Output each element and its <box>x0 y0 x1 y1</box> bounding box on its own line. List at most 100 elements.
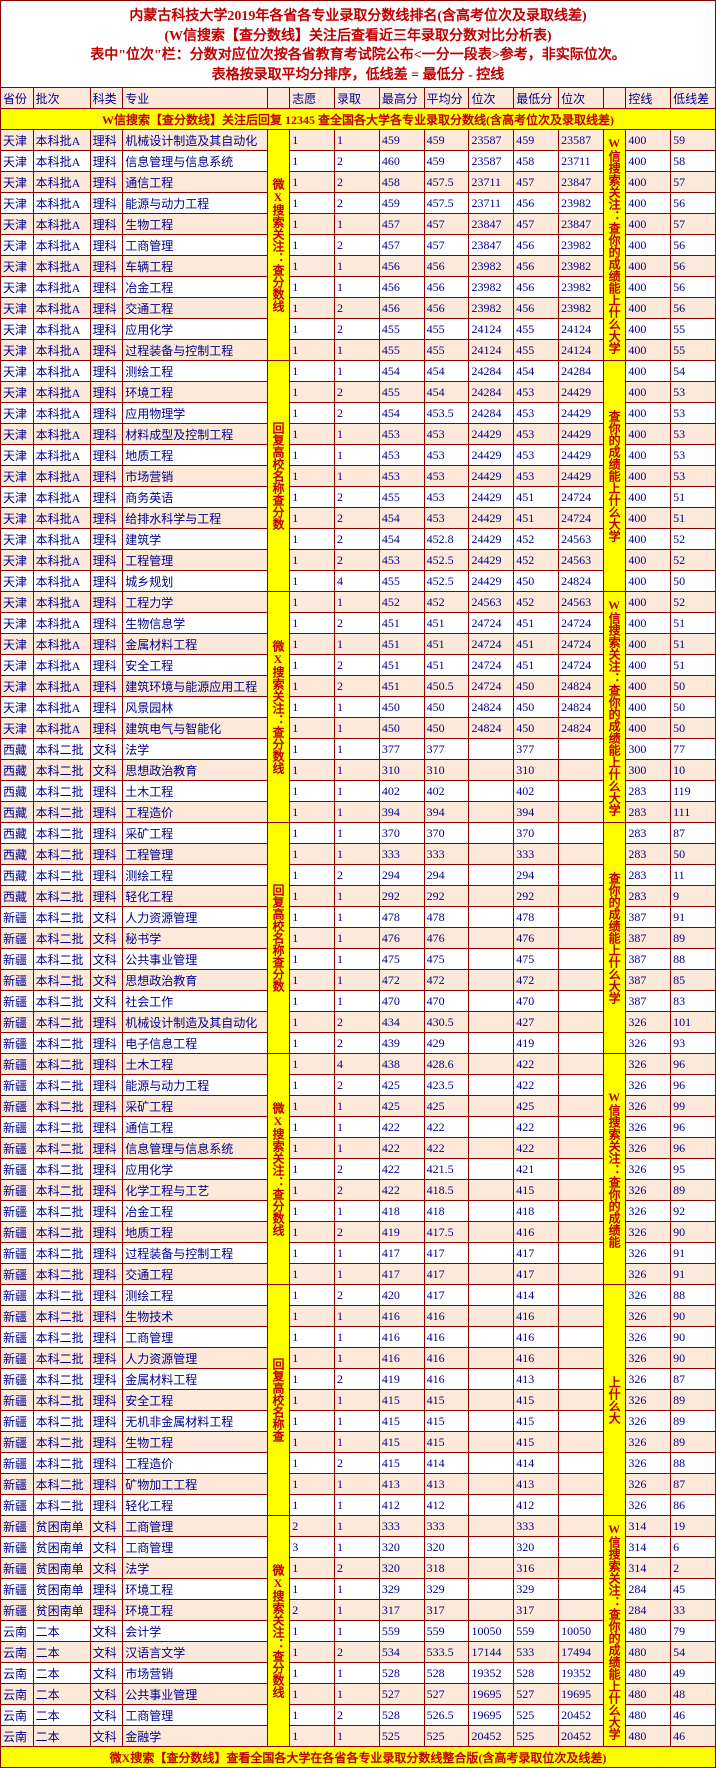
table-cell: 1 <box>290 403 335 424</box>
table-cell: 本科二批 <box>33 1390 90 1411</box>
table-cell: 1 <box>290 1054 335 1075</box>
table-cell: 理科 <box>90 1264 123 1285</box>
table-cell: 1 <box>335 1243 380 1264</box>
table-cell: 450 <box>424 718 469 739</box>
table-cell: 1 <box>335 466 380 487</box>
table-cell: 453 <box>424 466 469 487</box>
table-cell: 451 <box>379 655 424 676</box>
table-cell: 453 <box>514 382 559 403</box>
table-cell: 453.5 <box>424 403 469 424</box>
table-cell: 1 <box>290 1243 335 1264</box>
table-cell: 新疆 <box>1 1558 34 1579</box>
table-cell: 秘书学 <box>123 928 268 949</box>
table-cell: 478 <box>379 907 424 928</box>
table-cell: 1 <box>335 970 380 991</box>
table-cell <box>469 781 514 802</box>
table-cell: 10050 <box>469 1621 514 1642</box>
table-cell: 480 <box>626 1621 671 1642</box>
table-cell: 400 <box>626 613 671 634</box>
table-cell: 本科二批 <box>33 823 90 844</box>
table-cell: 理科 <box>90 823 123 844</box>
table-cell: 19695 <box>559 1684 604 1705</box>
table-cell: 454 <box>514 361 559 382</box>
table-cell: 新疆 <box>1 1579 34 1600</box>
table-cell: 本科二批 <box>33 928 90 949</box>
table-row: 新疆本科二批理科测绘工程回复高校名称查12420417414上什么大32688 <box>1 1285 716 1306</box>
table-cell: 422 <box>379 1117 424 1138</box>
table-cell: 20452 <box>469 1726 514 1747</box>
table-cell: 438 <box>379 1054 424 1075</box>
table-cell: 456 <box>379 256 424 277</box>
table-cell: 工程造价 <box>123 802 268 823</box>
table-cell: 23982 <box>559 235 604 256</box>
table-cell: 450 <box>379 718 424 739</box>
table-cell: 459 <box>424 151 469 172</box>
table-cell: 458 <box>514 151 559 172</box>
table-cell: 1 <box>335 361 380 382</box>
table-cell: 416 <box>379 1348 424 1369</box>
table-cell: 金融学 <box>123 1726 268 1747</box>
table-cell: 53 <box>671 403 716 424</box>
table-cell: 326 <box>626 1411 671 1432</box>
table-cell: 冶金工程 <box>123 277 268 298</box>
table-cell: 533.5 <box>424 1642 469 1663</box>
table-cell: 453 <box>514 403 559 424</box>
table-cell: 1 <box>335 1726 380 1747</box>
table-cell: 394 <box>379 802 424 823</box>
table-cell: 456 <box>514 235 559 256</box>
table-cell: 1 <box>290 1369 335 1390</box>
table-cell: 415 <box>424 1390 469 1411</box>
table-cell: 应用化学 <box>123 319 268 340</box>
table-cell: 1 <box>335 1306 380 1327</box>
table-cell: 416 <box>424 1369 469 1390</box>
table-cell: 422 <box>514 1138 559 1159</box>
table-cell: 本科二批 <box>33 1327 90 1348</box>
table-cell <box>559 865 604 886</box>
table-cell: 19 <box>671 1516 716 1537</box>
table-cell: 450 <box>514 676 559 697</box>
table-cell: 人力资源管理 <box>123 907 268 928</box>
table-cell <box>559 1159 604 1180</box>
table-cell: 2 <box>335 1033 380 1054</box>
table-cell: 本科批A <box>33 403 90 424</box>
table-cell: 1 <box>290 1705 335 1726</box>
table-cell: 451 <box>514 634 559 655</box>
table-cell: 91 <box>671 1264 716 1285</box>
table-cell: 贫困南单 <box>33 1558 90 1579</box>
table-cell: 92 <box>671 1201 716 1222</box>
table-cell: 422 <box>379 1138 424 1159</box>
table-cell: 测绘工程 <box>123 361 268 382</box>
table-cell: 326 <box>626 1264 671 1285</box>
table-cell: 1 <box>290 571 335 592</box>
table-cell: 材料成型及控制工程 <box>123 424 268 445</box>
table-cell: 法学 <box>123 739 268 760</box>
table-cell: 415 <box>379 1411 424 1432</box>
table-cell: 天津 <box>1 445 34 466</box>
table-cell <box>559 1369 604 1390</box>
table-cell: 326 <box>626 1285 671 1306</box>
table-cell: 415 <box>514 1432 559 1453</box>
table-cell: 本科二批 <box>33 1474 90 1495</box>
table-cell: 46 <box>671 1705 716 1726</box>
table-cell: 西藏 <box>1 886 34 907</box>
table-cell: 24824 <box>469 697 514 718</box>
table-cell <box>559 1600 604 1621</box>
table-cell: 新疆 <box>1 991 34 1012</box>
table-cell <box>469 1096 514 1117</box>
table-cell: 294 <box>424 865 469 886</box>
table-cell: 1 <box>290 1558 335 1579</box>
table-cell: 475 <box>514 949 559 970</box>
table-cell: 理科 <box>90 529 123 550</box>
table-cell: 理科 <box>90 1348 123 1369</box>
table-cell: 本科二批 <box>33 1495 90 1516</box>
col-max: 最高分 <box>379 88 424 109</box>
table-cell: 本科批A <box>33 487 90 508</box>
table-cell: 天津 <box>1 193 34 214</box>
table-cell: 89 <box>671 1180 716 1201</box>
table-cell: 456 <box>514 277 559 298</box>
table-cell: 454 <box>379 529 424 550</box>
table-cell: 453 <box>424 445 469 466</box>
table-cell: 1 <box>290 382 335 403</box>
table-cell: 283 <box>626 802 671 823</box>
table-cell: 457 <box>379 214 424 235</box>
